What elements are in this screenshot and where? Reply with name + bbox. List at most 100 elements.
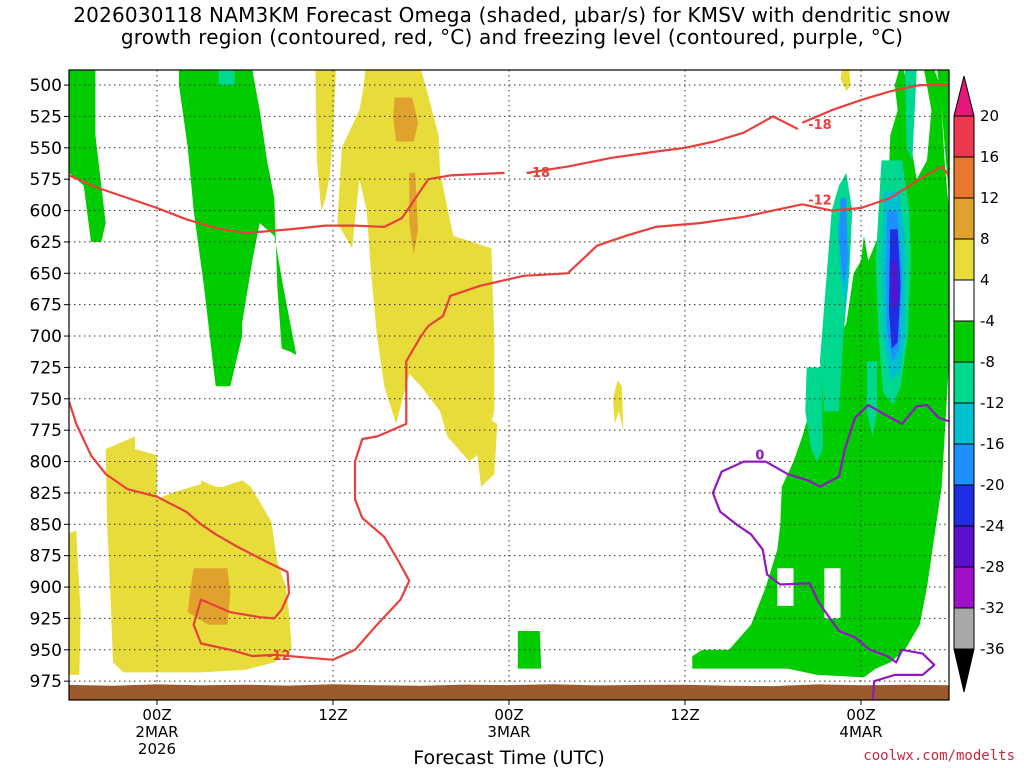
colorbar-label-5: -4 <box>980 312 995 330</box>
colorbar-label-2: 12 <box>980 189 999 207</box>
colorbar-label-4: 4 <box>980 271 990 289</box>
colorbar-label-13: -36 <box>980 640 1005 658</box>
colorbar-bin-3 <box>953 238 975 281</box>
omega-region-0 <box>69 70 106 242</box>
colorbar-bin-6 <box>953 361 975 404</box>
colorbar-bin-0 <box>953 115 975 158</box>
omega-region-8 <box>69 530 81 675</box>
omega-region-19 <box>905 70 917 161</box>
omega-region-12 <box>840 70 851 92</box>
contour-lines: -18-18-12-120 <box>69 83 949 700</box>
x-tick-label-12: 12Z <box>318 706 347 724</box>
colorbar-bin-12 <box>953 607 975 650</box>
y-tick-label-650: 650 <box>30 264 62 284</box>
omega-region-2 <box>218 70 235 86</box>
credit-text: coolwx.com/modelts <box>863 748 1015 764</box>
y-tick-label-875: 875 <box>30 547 62 567</box>
colorbar-label-3: 8 <box>980 230 990 248</box>
y-tick-label-675: 675 <box>30 296 62 316</box>
chart-title-line2: growth region (contoured, red, °C) and f… <box>120 25 904 49</box>
y-tick-label-725: 725 <box>30 358 62 378</box>
colorbar: 20 16 12 8 4 -4 -8 -12 -16 -20 -24 -28 -32 -36 <box>953 75 1005 693</box>
y-tick-label-850: 850 <box>30 515 62 535</box>
y-tick-label-625: 625 <box>30 233 62 253</box>
dgz-contour-label-5: -12 <box>267 649 291 664</box>
omega-region-6 <box>393 97 419 142</box>
colorbar-label-0: 20 <box>980 107 999 125</box>
freezing-contour-0 <box>711 404 949 700</box>
x-tick-label-36: 12Z <box>670 706 699 724</box>
x-tick-date-0: 2MAR <box>135 723 178 741</box>
omega-region-25 <box>891 260 898 311</box>
y-tick-label-950: 950 <box>30 641 62 661</box>
colorbar-bottom-arrow <box>953 648 975 693</box>
omega-region-4 <box>337 70 495 462</box>
dgz-contour-2 <box>526 115 799 174</box>
y-tick-label-575: 575 <box>30 170 62 190</box>
x-tick-label-48: 00Z <box>846 706 875 724</box>
colorbar-bin-1 <box>953 156 975 199</box>
chart-title: 2026030118 NAM3KM Forecast Omega (shaded… <box>0 4 1024 48</box>
x-tick-date-24: 3MAR <box>487 723 530 741</box>
y-tick-label-500: 500 <box>30 76 62 96</box>
y-tick-label-525: 525 <box>30 107 62 127</box>
y-tick-label-975: 975 <box>30 672 62 692</box>
colorbar-label-7: -12 <box>980 394 1005 412</box>
dgz-contour-3 <box>802 165 949 212</box>
colorbar-label-12: -32 <box>980 599 1005 617</box>
x-tick-label-24: 00Z <box>494 706 523 724</box>
y-tick-label-600: 600 <box>30 202 62 222</box>
dgz-contour-label-1: -18 <box>808 118 832 133</box>
x-tick-label-0: 00Z <box>142 706 171 724</box>
colorbar-bin-8 <box>953 443 975 486</box>
y-tick-label-925: 925 <box>30 609 62 629</box>
colorbar-label-8: -16 <box>980 435 1005 453</box>
surface-terrain <box>69 684 949 700</box>
omega-region-5 <box>476 417 498 487</box>
omega-region-29 <box>704 539 721 575</box>
omega-region-16 <box>937 70 949 198</box>
dgz-contour-label-3: -12 <box>808 194 832 209</box>
y-tick-label-700: 700 <box>30 327 62 347</box>
freezing-contour-label-0: 0 <box>755 448 764 463</box>
omega-region-27 <box>866 361 878 437</box>
colorbar-bin-9 <box>953 484 975 527</box>
omega-region-3 <box>315 70 336 211</box>
colorbar-top-arrow <box>953 75 975 117</box>
chart-title-line1: 2026030118 NAM3KM Forecast Omega (shaded… <box>73 3 951 27</box>
omega-region-26 <box>805 367 823 462</box>
colorbar-label-1: 16 <box>980 148 999 166</box>
dgz-contour-4 <box>69 203 803 661</box>
omega-region-11 <box>613 380 624 431</box>
dgz-contour-1 <box>801 83 949 124</box>
colorbar-label-11: -28 <box>980 558 1005 576</box>
y-axis: 500 525 550 575 600 625 650 675 700 725 750 775 800 8… <box>30 76 69 692</box>
dgz-contour-0 <box>69 171 505 235</box>
x-tick-year-0: 2026 <box>138 740 176 758</box>
y-tick-label-775: 775 <box>30 421 62 441</box>
colorbar-bin-2 <box>953 197 975 240</box>
colorbar-bin-10 <box>953 525 975 568</box>
terrain-surface <box>69 684 949 700</box>
gridlines <box>69 70 949 700</box>
y-tick-label-800: 800 <box>30 453 62 473</box>
colorbar-bin-5 <box>953 320 975 363</box>
x-tick-date-48: 4MAR <box>839 723 882 741</box>
colorbar-label-10: -24 <box>980 517 1005 535</box>
omega-region-1 <box>179 70 297 387</box>
y-tick-label-825: 825 <box>30 484 62 504</box>
omega-region-7 <box>409 172 419 255</box>
x-axis-label: Forecast Time (UTC) <box>413 747 604 768</box>
y-tick-label-900: 900 <box>30 578 62 598</box>
omega-region-28 <box>824 568 841 619</box>
colorbar-bin-4 <box>953 279 975 322</box>
omega-region-22 <box>839 198 848 286</box>
colorbar-bin-11 <box>953 566 975 609</box>
colorbar-bin-7 <box>953 402 975 445</box>
colorbar-label-9: -20 <box>980 476 1005 494</box>
y-tick-label-550: 550 <box>30 139 62 159</box>
colorbar-label-6: -8 <box>980 353 995 371</box>
y-tick-label-750: 750 <box>30 390 62 410</box>
